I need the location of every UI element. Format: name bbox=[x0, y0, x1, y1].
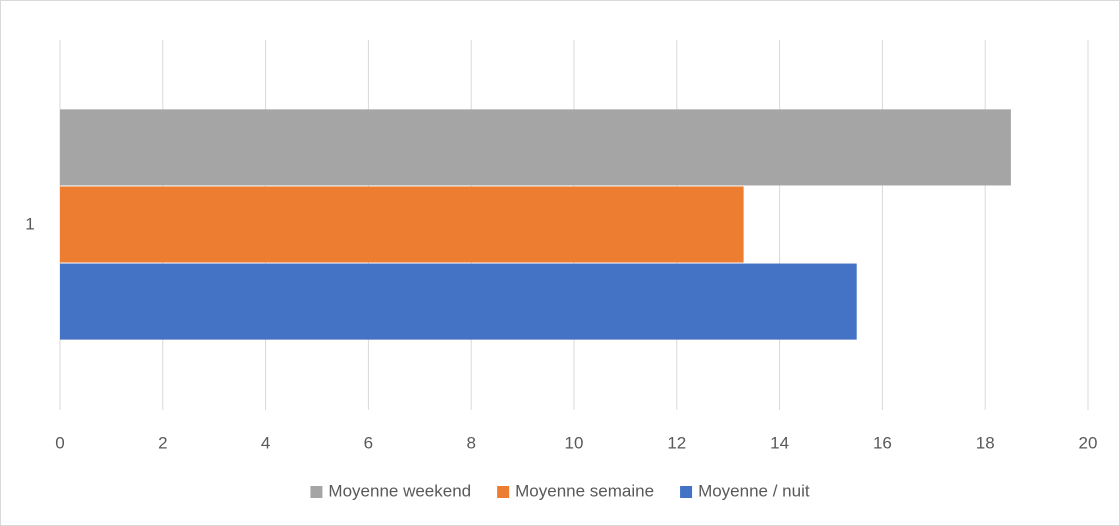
x-tick-label: 18 bbox=[976, 433, 995, 452]
bar bbox=[60, 186, 744, 263]
y-tick-label: 1 bbox=[25, 214, 34, 233]
x-tick-label: 20 bbox=[1079, 433, 1098, 452]
bar bbox=[60, 109, 1011, 186]
x-tick-label: 2 bbox=[158, 433, 167, 452]
x-tick-label: 16 bbox=[873, 433, 892, 452]
x-tick-label: 10 bbox=[565, 433, 584, 452]
legend-label: Moyenne semaine bbox=[515, 481, 654, 500]
legend-label: Moyenne / nuit bbox=[698, 481, 810, 500]
x-tick-label: 6 bbox=[364, 433, 373, 452]
legend-label: Moyenne weekend bbox=[328, 481, 471, 500]
legend-swatch bbox=[310, 486, 323, 498]
bar bbox=[60, 263, 857, 340]
legend-swatch bbox=[680, 486, 693, 498]
x-tick-label: 4 bbox=[261, 433, 270, 452]
legend-swatch bbox=[497, 486, 510, 498]
x-tick-label: 14 bbox=[770, 433, 789, 452]
x-tick-label: 0 bbox=[55, 433, 64, 452]
x-tick-label: 8 bbox=[466, 433, 475, 452]
x-tick-label: 12 bbox=[667, 433, 686, 452]
